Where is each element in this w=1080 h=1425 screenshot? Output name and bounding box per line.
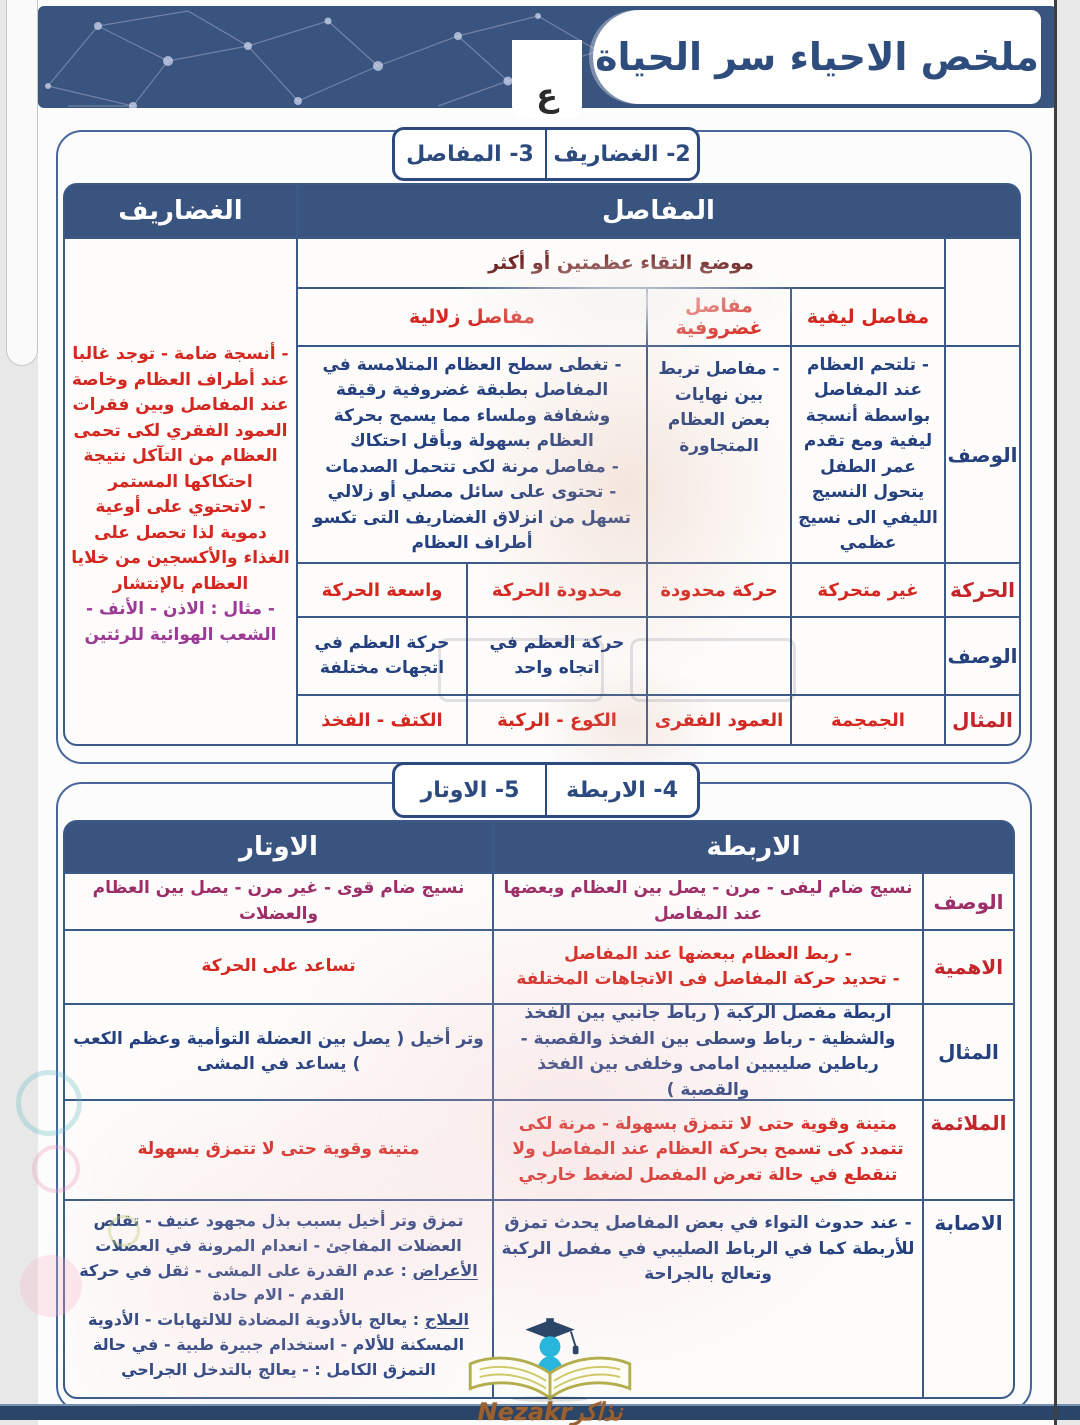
tendons-example: وتر أخيل ( يصل بين العضلة التوأمية وعظم …	[65, 1005, 492, 1099]
cartilage-examples: - مثال : الاذن - الأنف - الشعب الهوائية …	[84, 599, 277, 645]
movement-fibrous: غير متحركة	[792, 564, 944, 616]
watermark-arabic: نذاكر	[571, 1398, 623, 1425]
row-label-example: المثال	[924, 1005, 1013, 1099]
page-title: ملخص الاحياء سر الحياة	[595, 35, 1039, 79]
pill-ligaments-label: 4- الاربطة	[545, 765, 697, 815]
row-label-example: المثال	[946, 696, 1019, 744]
row-label-movement: الحركة	[946, 564, 1019, 616]
network-pattern-decoration	[45, 10, 659, 108]
example-synovial-limited: الكوع - الركبة	[468, 696, 646, 744]
type-synovial: مفاصل زلالية	[298, 289, 646, 345]
joints-header: المفاصل	[298, 185, 1019, 237]
tendons-injury-symptoms: الأعراض : عدم القدرة على المشى - ثقل في …	[75, 1259, 482, 1309]
empty-cell	[648, 618, 790, 694]
previous-page-edge	[6, 0, 38, 366]
tendons-desc: نسيج ضام قوى - غير مرن - يصل بين العظام …	[65, 874, 492, 929]
watermark-caption: Nezakrنذاكر	[455, 1400, 645, 1424]
tendons-injury-causes: تمزق وتر أخيل بسبب بذل مجهود عنيف - تقلص…	[93, 1211, 464, 1255]
cartilage-text: - أنسجة ضامة - توجد غالبا عند أطراف العظ…	[71, 344, 290, 594]
ligaments-example: اربطة مفصل الركبة ( رباط جانبي بين الفخذ…	[494, 1003, 922, 1100]
tendons-injury-treatment: العلاج : يعالج بالأدوية المضادة للالتهاب…	[75, 1308, 482, 1382]
empty-corner-cell	[946, 239, 1019, 345]
cartilage-description-cell: - أنسجة ضامة - توجد غالبا عند أطراف العظ…	[65, 239, 296, 744]
joints-table: المفاصل الغضاريف موضع التقاء عظمتين أو أ…	[63, 183, 1021, 746]
desc-synovial: - تغطى سطح العظام المتلامسة في المفاصل ب…	[298, 347, 646, 562]
right-gutter	[1057, 0, 1080, 1425]
row-label-desc: الوصف	[924, 874, 1013, 929]
type-cartilaginous: مفاصل غضروفية	[648, 289, 790, 345]
row-label-desc: الوصف	[946, 347, 1019, 562]
tendons-injury: تمزق وتر أخيل بسبب بذل مجهود عنيف - تقلص…	[65, 1201, 492, 1397]
ligaments-fitness: متينة وقوية حتى لا تتمزق بسهولة - مرنة ل…	[494, 1101, 922, 1199]
example-synovial-wide: الكتف - الفخذ	[298, 696, 466, 744]
watermark-logo: Nezakrنذاكر	[455, 1318, 645, 1424]
symptoms-text: : عدم القدرة على المشى - ثقل في حركة الق…	[79, 1260, 413, 1305]
title-bubble: ملخص الاحياء سر الحياة	[593, 10, 1041, 104]
movement-cartilaginous: حركة محدودة	[648, 564, 790, 616]
watermark-book-icon	[468, 1318, 632, 1402]
corner-letter-tab: ع	[512, 40, 582, 118]
pill-cartilage-label: 2- الغضاريف	[545, 130, 697, 178]
joints-section-pill: 2- الغضاريف 3- المفاصل	[392, 127, 700, 181]
row-label-importance: الاهمية	[924, 931, 1013, 1003]
joint-definition: موضع التقاء عظمتين أو أكثر	[298, 239, 944, 287]
cartilage-header: الغضاريف	[65, 185, 296, 237]
example-cartilaginous: العمود الفقرى	[648, 696, 790, 744]
tendons-fitness: متينة وقوية حتى لا تتمزق بسهولة	[65, 1101, 492, 1199]
row-label-desc2: الوصف	[946, 618, 1019, 694]
ligaments-desc: نسيج ضام ليفى - مرن - يصل بين العظام وبع…	[494, 874, 922, 929]
ligaments-importance: - ربط العظام ببعضها عند المفاصل - تحديد …	[494, 931, 922, 1003]
tendons-header: الاوتار	[65, 822, 492, 872]
ligaments-table: الاربطة الاوتار الوصف نسيج ضام ليفى - مر…	[63, 820, 1015, 1399]
pill-joints-label: 3- المفاصل	[406, 141, 534, 167]
corner-letter: ع	[536, 76, 558, 114]
row-label-fitness: الملائمة	[924, 1101, 1013, 1199]
desc-fibrous: - تلتحم العظام عند المفاصل بواسطة أنسجة …	[792, 347, 944, 562]
movement-desc-limited: حركة العظم في اتجاه واحد	[468, 618, 646, 694]
ligaments-section-pill: 4- الاربطة 5- الاوتار	[392, 762, 700, 818]
movement-desc-wide: حركة العظم في اتجهات مختلفة	[298, 618, 466, 694]
title-banner: ملخص الاحياء سر الحياة ع	[38, 6, 1057, 118]
symptoms-label: الأعراض	[412, 1260, 478, 1280]
row-label-injury: الاصابة	[924, 1201, 1013, 1397]
movement-synovial-wide: واسعة الحركة	[298, 564, 466, 616]
empty-cell	[792, 618, 944, 694]
desc-cartilaginous: - مفاصل تربط بين نهايات بعض العظام المتج…	[648, 347, 790, 562]
watermark-latin: Nezakr	[477, 1398, 572, 1425]
page-edge-line	[1054, 0, 1057, 1425]
movement-synovial-limited: محدودة الحركة	[468, 564, 646, 616]
tendons-importance: تساعد على الحركة	[65, 931, 492, 1003]
ligaments-header: الاربطة	[494, 822, 1013, 872]
example-fibrous: الجمجمة	[792, 696, 944, 744]
pill-tendons-label: 5- الاوتار	[420, 777, 520, 803]
treatment-text: : يعالج بالأدوية المضادة للالتهابات - ال…	[88, 1310, 465, 1379]
type-fibrous: مفاصل ليفية	[792, 289, 944, 345]
